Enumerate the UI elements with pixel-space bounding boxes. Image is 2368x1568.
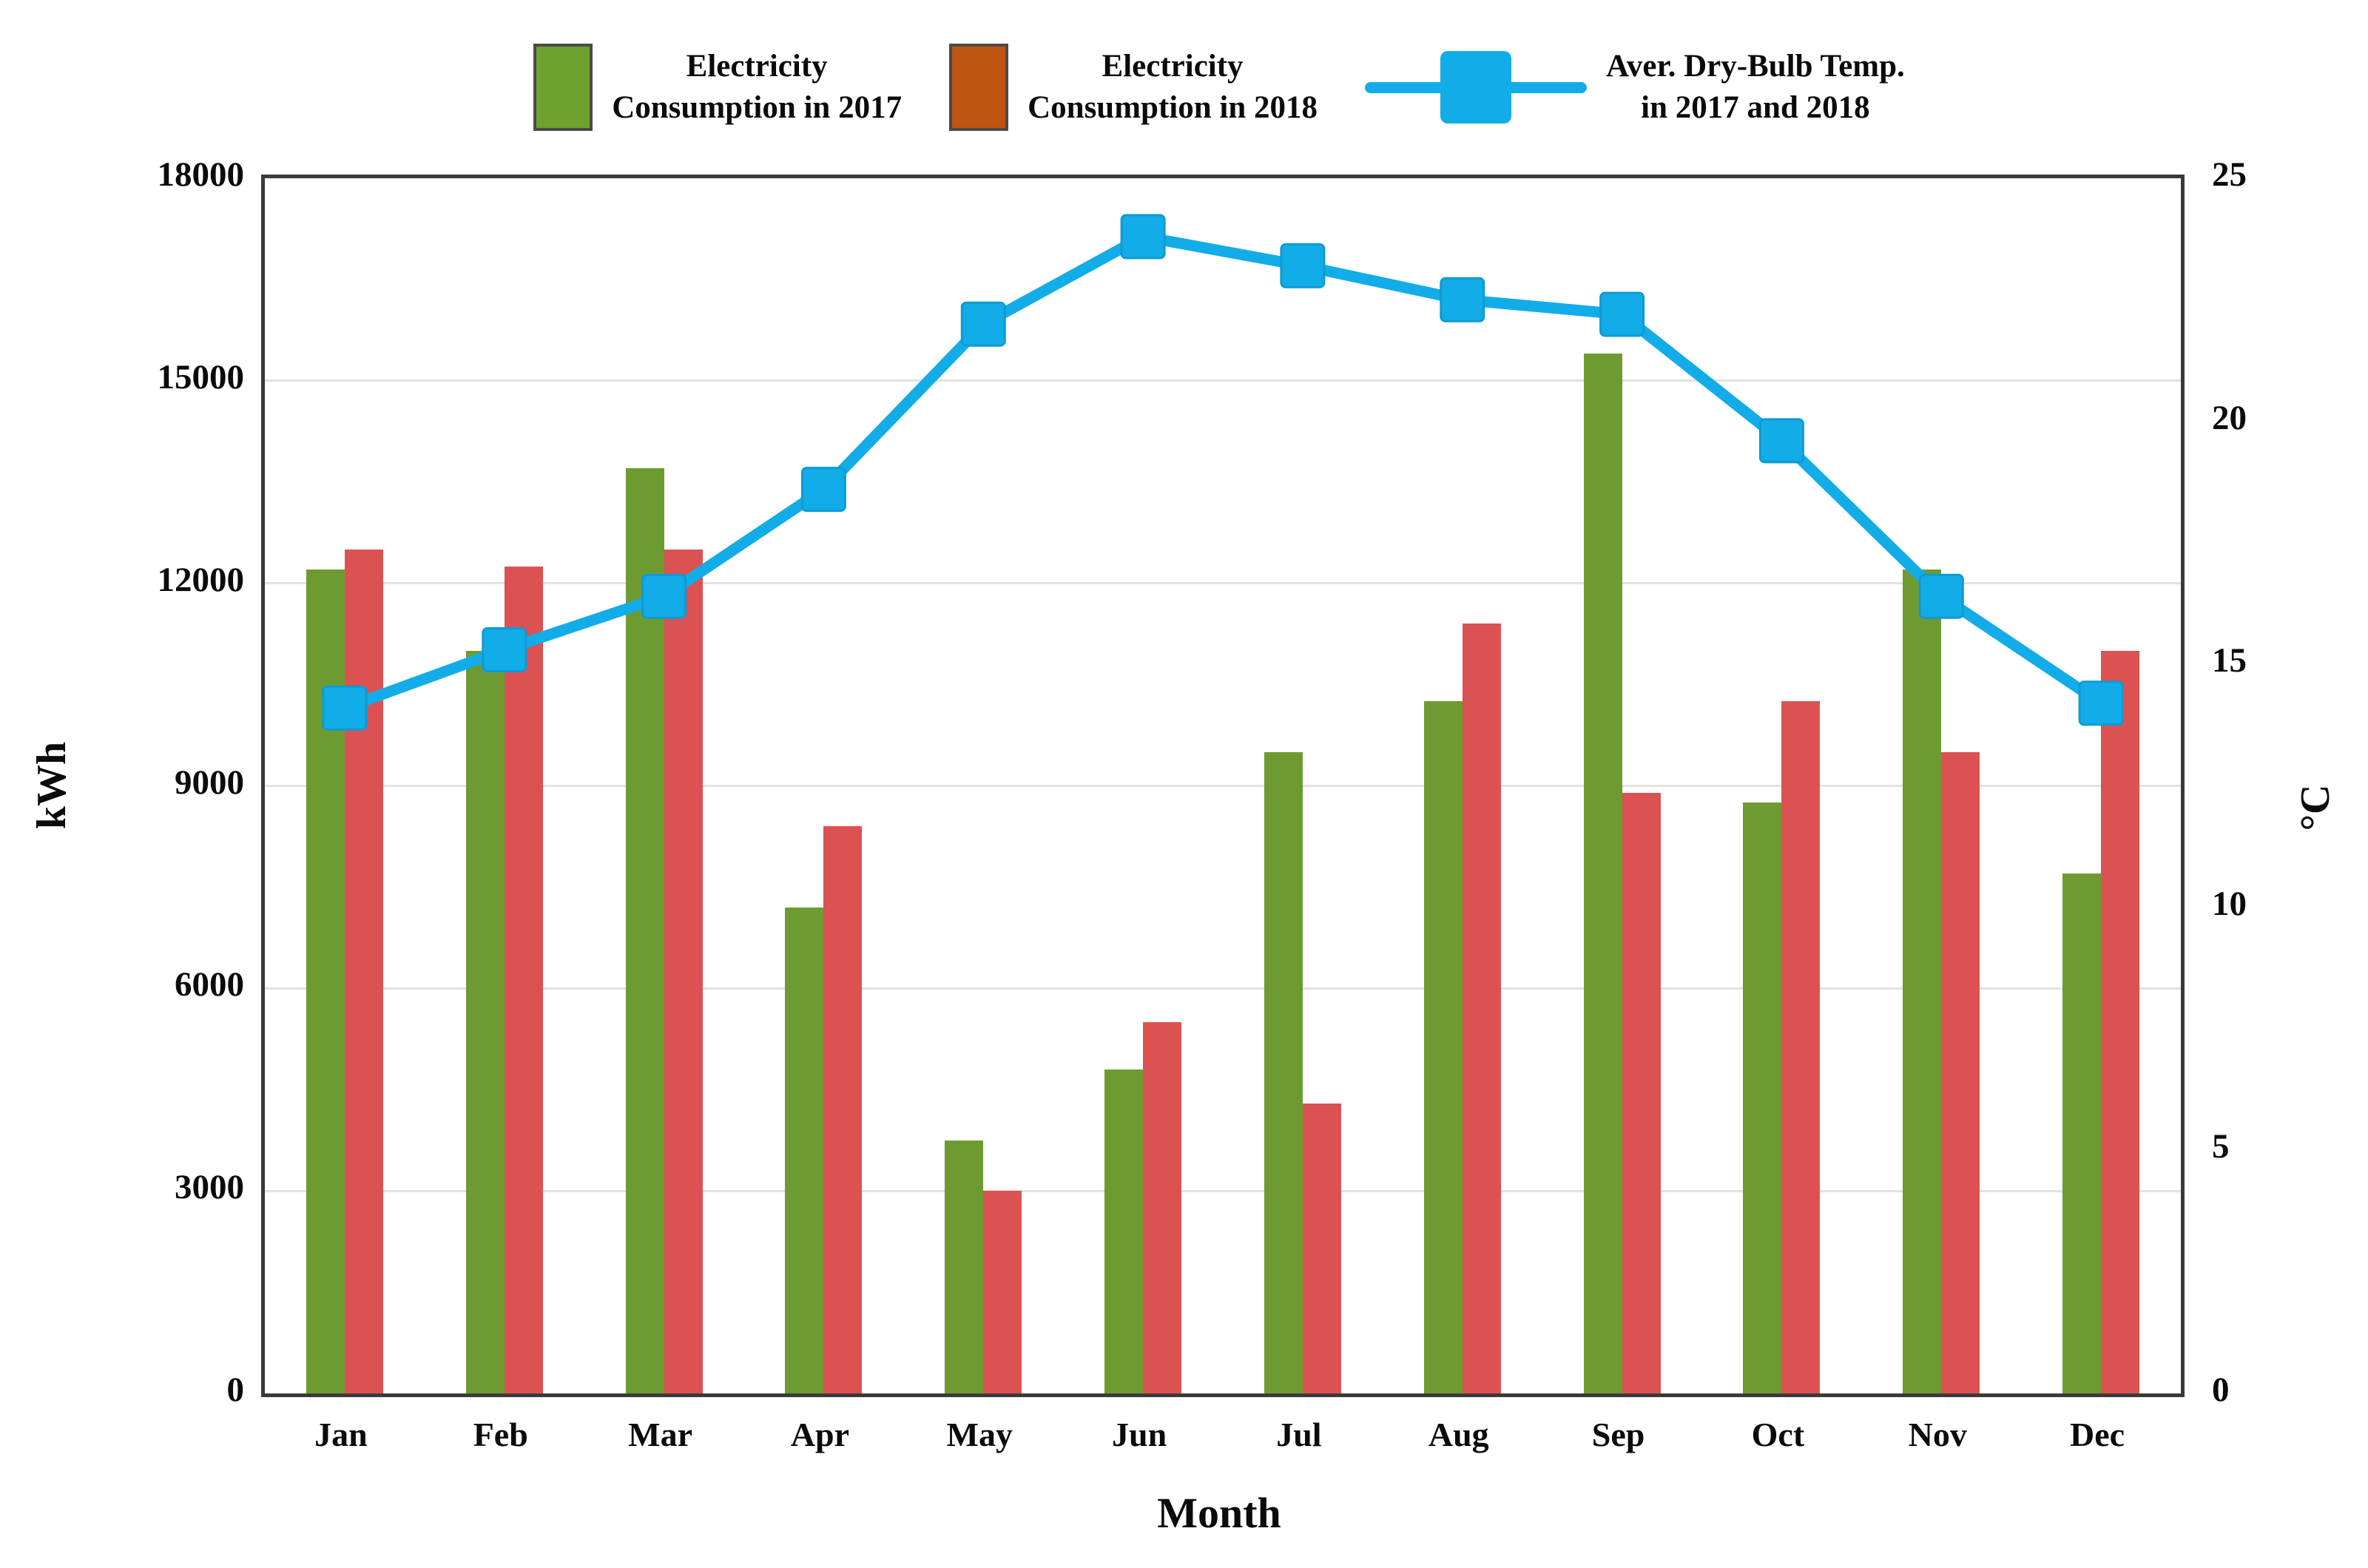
x-tick-dec: Dec <box>2070 1416 2125 1453</box>
bar-jun-2018 <box>1143 1021 1182 1393</box>
bar-may-2017 <box>945 1140 984 1393</box>
temperature-marker-aug <box>1440 277 1485 322</box>
y-right-tick-5: 5 <box>2212 1127 2230 1166</box>
y-right-tick-20: 20 <box>2212 398 2247 437</box>
temperature-marker-apr <box>800 467 846 513</box>
y-right-tick-15: 15 <box>2212 641 2247 680</box>
plot-area <box>261 175 2185 1397</box>
bar-dec-2017 <box>2062 873 2102 1393</box>
legend-label-2017: Electricity Consumption in 2017 <box>612 46 902 129</box>
x-tick-nov: Nov <box>1908 1416 1967 1453</box>
bar-nov-2017 <box>1903 570 1942 1393</box>
legend-label-temperature-line2: in 2017 and 2018 <box>1641 90 1870 125</box>
temperature-line-layer <box>322 214 2124 731</box>
gridline-3000 <box>265 1189 2181 1192</box>
gridline-15000 <box>265 379 2181 382</box>
y-left-tick-3000: 3000 <box>175 1168 244 1207</box>
bar-sep-2017 <box>1583 354 1622 1393</box>
legend-label-2017-line2: Consumption in 2017 <box>612 90 903 125</box>
y-left-tick-12000: 12000 <box>157 560 245 599</box>
legend-label-2018-line1: Electricity <box>1102 49 1244 84</box>
bar-nov-2018 <box>1941 751 1980 1393</box>
y-left-tick-9000: 9000 <box>175 763 244 802</box>
y-axis-left-title: kWh <box>29 741 75 830</box>
y-right-tick-25: 25 <box>2212 155 2247 194</box>
bar-feb-2018 <box>504 566 543 1393</box>
bar-oct-2018 <box>1781 701 1821 1393</box>
legend-label-temperature: Aver. Dry-Bulb Temp. in 2017 and 2018 <box>1606 46 1905 129</box>
temperature-marker-jan <box>322 685 368 731</box>
legend-temp-square-icon <box>1440 51 1512 124</box>
y-axis-right-title: °C <box>2293 784 2338 831</box>
legend-item-temperature: Aver. Dry-Bulb Temp. in 2017 and 2018 <box>1365 39 1905 135</box>
bar-aug-2018 <box>1462 624 1501 1393</box>
legend-label-2018-line2: Consumption in 2018 <box>1028 90 1318 125</box>
x-tick-apr: Apr <box>790 1416 850 1453</box>
temperature-marker-nov <box>1918 573 1964 619</box>
x-tick-mar: Mar <box>628 1416 692 1453</box>
bar-feb-2017 <box>465 650 505 1393</box>
temperature-marker-oct <box>1758 418 1804 464</box>
y-left-tick-15000: 15000 <box>157 357 245 396</box>
legend-swatch-2017-icon <box>533 44 593 131</box>
bar-mar-2018 <box>664 550 703 1393</box>
y-left-tick-6000: 6000 <box>175 965 244 1004</box>
x-tick-jun: Jun <box>1111 1416 1167 1453</box>
legend-item-2017: Electricity Consumption in 2017 <box>533 44 902 131</box>
x-tick-may: May <box>946 1416 1013 1453</box>
temperature-line <box>343 231 2105 714</box>
gridline-9000 <box>265 785 2181 787</box>
bar-sep-2018 <box>1622 792 1661 1393</box>
legend-item-2018: Electricity Consumption in 2018 <box>949 44 1318 131</box>
bar-jul-2017 <box>1264 751 1303 1393</box>
bar-dec-2018 <box>2101 650 2140 1393</box>
bar-may-2018 <box>983 1191 1022 1393</box>
bar-aug-2017 <box>1423 701 1463 1393</box>
legend-label-2017-line1: Electricity <box>686 49 828 84</box>
gridline-6000 <box>265 987 2181 990</box>
temperature-marker-jul <box>1280 243 1326 288</box>
temperature-marker-jun <box>1120 214 1166 260</box>
bar-oct-2017 <box>1743 802 1782 1393</box>
bar-jul-2018 <box>1302 1103 1341 1393</box>
bar-apr-2017 <box>785 907 824 1393</box>
x-axis-title: Month <box>1157 1489 1281 1537</box>
x-tick-aug: Aug <box>1428 1416 1489 1453</box>
bar-mar-2017 <box>625 468 664 1393</box>
legend-swatch-2018-icon <box>949 44 1009 131</box>
legend-label-temperature-line1: Aver. Dry-Bulb Temp. <box>1606 49 1905 84</box>
x-tick-sep: Sep <box>1591 1416 1645 1453</box>
x-tick-oct: Oct <box>1751 1416 1805 1453</box>
legend-label-2018: Electricity Consumption in 2018 <box>1028 46 1318 129</box>
y-right-tick-10: 10 <box>2212 884 2247 923</box>
bar-apr-2018 <box>823 826 863 1393</box>
temperature-marker-feb <box>482 627 527 672</box>
temperature-marker-sep <box>1599 291 1645 337</box>
x-tick-jul: Jul <box>1276 1416 1322 1453</box>
temperature-marker-may <box>960 301 1006 347</box>
legend-line-marker-icon <box>1365 39 1588 135</box>
y-left-tick-18000: 18000 <box>157 155 245 194</box>
bar-jun-2017 <box>1104 1069 1144 1393</box>
x-tick-feb: Feb <box>473 1416 528 1453</box>
temperature-marker-mar <box>641 573 687 619</box>
temperature-marker-dec <box>2078 680 2124 726</box>
x-tick-jan: Jan <box>314 1416 368 1453</box>
legend: Electricity Consumption in 2017 Electric… <box>261 21 2177 154</box>
y-left-tick-0: 0 <box>226 1371 245 1409</box>
y-right-tick-0: 0 <box>2212 1371 2230 1409</box>
gridline-12000 <box>265 582 2181 585</box>
